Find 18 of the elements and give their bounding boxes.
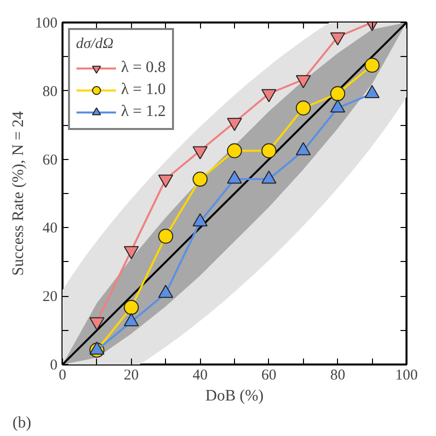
x-tick-label: 40	[192, 368, 208, 384]
x-tick-label: 20	[124, 368, 139, 384]
x-axis-title: DoB (%)	[205, 388, 264, 404]
legend-label: λ = 1.0	[121, 81, 166, 99]
y-tick-label: 80	[42, 84, 58, 100]
y-axis-title: Success Rate (%), N = 24	[10, 111, 27, 276]
text: (b)	[12, 414, 32, 432]
y-tick-label: 100	[35, 16, 58, 32]
y-tick-label: 60	[42, 152, 58, 168]
y-tick-label: 0	[50, 358, 58, 374]
y-tick-label: 20	[42, 289, 58, 306]
x-tick-label: 80	[330, 368, 346, 384]
y-tick-label: 40	[42, 220, 58, 237]
x-tick-label: 100	[395, 368, 418, 384]
legend-label: λ = 1.2	[121, 103, 166, 121]
legend-label: λ = 0.8	[121, 59, 166, 77]
x-tick-label: 60	[261, 368, 276, 384]
legend-title: dσ/dΩ	[76, 36, 114, 53]
